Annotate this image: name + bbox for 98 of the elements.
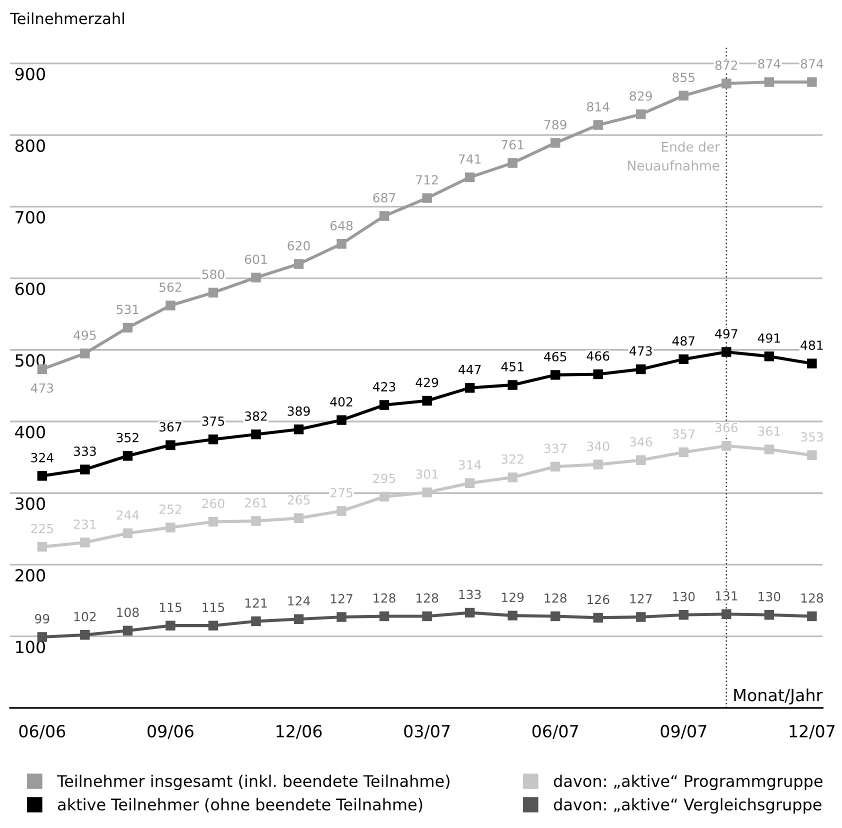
data-label: 260	[202, 498, 224, 508]
data-label: 352	[116, 432, 138, 442]
data-label: 337	[544, 444, 566, 454]
legend-label: Teilnehmer insgesamt (inkl. beendete Teilnahme)	[56, 774, 450, 790]
data-label: 301	[416, 469, 438, 479]
data-label: 333	[74, 446, 96, 456]
data-label: 601	[244, 254, 267, 264]
data-label: 855	[672, 72, 694, 82]
x-tick-label: 09/06	[148, 724, 194, 739]
y-tick-label: 100	[16, 640, 45, 654]
x-tick-label: 06/07	[532, 724, 578, 739]
data-label: 124	[288, 596, 310, 606]
data-label: 128	[374, 593, 396, 603]
x-tick-label: 12/07	[790, 724, 835, 739]
data-label: 648	[330, 220, 353, 230]
data-label: 402	[330, 397, 352, 407]
data-label: 121	[245, 598, 267, 608]
data-label: 473	[30, 383, 54, 393]
data-label: 465	[544, 352, 566, 362]
data-label: 130	[673, 592, 695, 602]
data-label: 361	[758, 426, 780, 436]
data-label: 128	[801, 593, 824, 603]
data-label: 814	[587, 102, 610, 112]
data-label: 761	[502, 140, 524, 150]
data-label: 620	[288, 240, 310, 250]
data-label: 128	[544, 593, 566, 603]
data-label: 562	[160, 282, 182, 292]
data-label: 346	[630, 437, 652, 447]
data-label: 129	[502, 592, 524, 602]
data-label: 367	[159, 422, 182, 432]
data-label: 261	[244, 498, 267, 508]
data-label: 252	[159, 504, 182, 514]
data-label: 580	[202, 270, 224, 280]
data-label: 357	[672, 429, 695, 439]
data-label: 741	[458, 154, 481, 164]
data-label: 874	[800, 59, 824, 69]
data-label: 225	[31, 524, 54, 534]
data-label: 829	[630, 91, 652, 101]
data-label: 102	[74, 612, 96, 622]
y-tick-label: 900	[15, 68, 45, 80]
data-label: 324	[31, 452, 54, 462]
data-label: 115	[202, 602, 224, 612]
data-label: 231	[74, 520, 96, 529]
x-tick-label: 09/07	[660, 724, 706, 739]
x-tick-label: 03/07	[404, 724, 450, 739]
y-tick-label: 600	[15, 282, 45, 296]
y-tick-label: 800	[15, 139, 45, 152]
data-label: 340	[587, 441, 610, 451]
data-label: 447	[458, 365, 481, 374]
data-label: 375	[202, 416, 224, 426]
data-label: 366	[715, 422, 738, 432]
data-label: 127	[330, 594, 352, 604]
data-label: 382	[245, 411, 267, 421]
data-label: 275	[330, 488, 352, 498]
y-tick-label: 300	[16, 497, 45, 510]
data-label: 295	[373, 474, 396, 484]
y-tick-label: 700	[16, 210, 45, 224]
data-label: 789	[544, 120, 566, 130]
data-label: 99	[35, 614, 50, 624]
data-label: 466	[586, 351, 610, 361]
data-label: 115	[160, 602, 182, 612]
data-label: 131	[716, 591, 738, 601]
y-axis-title: Teilnehmerzahl	[10, 12, 124, 24]
data-label: 314	[458, 460, 482, 470]
y-tick-label: 400	[15, 426, 45, 438]
data-label: 874	[758, 59, 780, 69]
legend-label: aktive Teilnehmer (ohne beendete Teilnahme)	[58, 798, 422, 812]
data-label: 495	[74, 330, 96, 340]
data-label: 265	[288, 495, 310, 505]
annotation: Ende der Neuaufnahme	[628, 142, 720, 171]
legend-label: davon: „aktive“ Programmgruppe	[554, 774, 822, 790]
data-label: 473	[630, 346, 652, 356]
data-label: 423	[372, 382, 396, 392]
y-tick-label: 200	[15, 569, 45, 582]
data-label: 322	[502, 454, 524, 464]
data-label: 487	[672, 336, 695, 346]
x-axis-title: Monat/Jahr	[734, 688, 823, 704]
data-label: 244	[116, 510, 139, 520]
data-label: 128	[416, 593, 438, 603]
data-label: 687	[373, 192, 396, 202]
data-label: 108	[117, 608, 139, 618]
data-label: 127	[630, 594, 652, 604]
x-tick-label: 12/06	[276, 724, 322, 739]
data-label: 130	[758, 592, 780, 602]
data-label: 481	[800, 340, 823, 350]
data-label: 491	[758, 333, 780, 343]
data-label: 872	[715, 60, 738, 70]
data-label: 389	[288, 406, 310, 416]
data-label: 429	[416, 378, 438, 388]
legend-label: davon: „aktive“ Vergleichsgruppe	[554, 798, 822, 814]
data-label: 133	[459, 590, 481, 600]
data-label: 712	[416, 175, 438, 184]
data-label: 353	[800, 432, 823, 442]
x-tick-label: 06/06	[19, 724, 66, 739]
data-label: 126	[588, 594, 610, 604]
data-label: 451	[501, 362, 524, 372]
data-label: 531	[116, 304, 138, 314]
data-label: 497	[715, 329, 738, 338]
